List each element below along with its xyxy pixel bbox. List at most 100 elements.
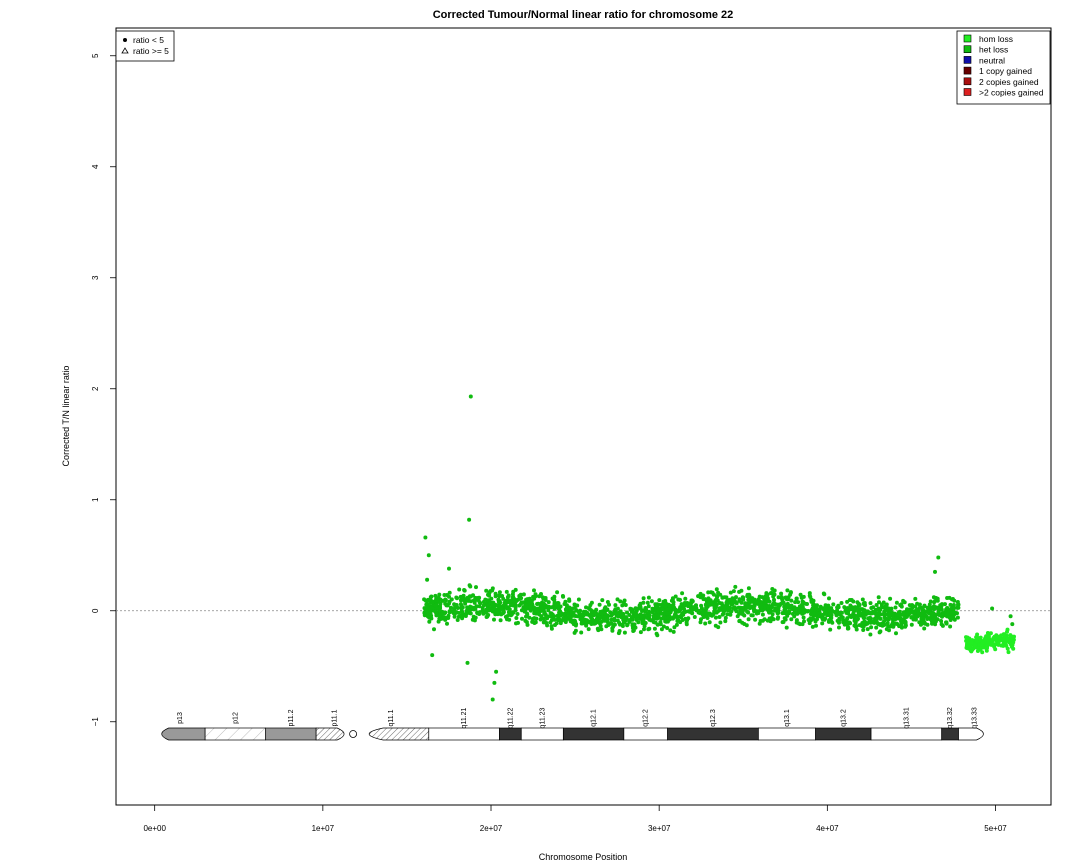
data-point xyxy=(465,608,470,613)
data-point xyxy=(665,611,670,616)
data-point xyxy=(821,591,826,596)
data-point xyxy=(467,611,472,615)
data-point xyxy=(772,592,777,597)
data-point xyxy=(662,615,667,619)
data-point xyxy=(851,599,856,604)
data-point xyxy=(532,596,537,601)
data-point xyxy=(689,606,693,611)
data-point xyxy=(548,620,553,625)
data-point xyxy=(653,608,658,613)
data-point xyxy=(945,606,950,611)
data-point xyxy=(901,598,906,603)
data-point xyxy=(809,617,814,622)
data-point xyxy=(787,609,792,614)
data-point xyxy=(567,597,572,602)
data-point xyxy=(931,595,936,600)
data-point xyxy=(646,604,651,609)
data-point xyxy=(767,616,772,621)
data-point xyxy=(716,590,721,595)
data-point xyxy=(659,611,664,616)
data-point xyxy=(775,616,780,621)
data-point xyxy=(984,634,989,639)
ideogram-band xyxy=(623,727,668,741)
ideogram-band xyxy=(562,727,625,741)
ideogram-band xyxy=(368,727,430,741)
data-point xyxy=(553,623,557,627)
data-point xyxy=(665,615,670,620)
data-point xyxy=(631,629,636,633)
data-point xyxy=(996,634,1000,639)
data-point xyxy=(638,630,643,635)
data-point xyxy=(624,616,629,621)
x-tick-label: 4e+07 xyxy=(816,824,839,833)
data-point xyxy=(839,610,844,615)
data-point xyxy=(883,612,888,617)
data-point xyxy=(513,603,518,608)
data-point xyxy=(718,620,723,625)
data-point xyxy=(668,628,673,633)
data-point xyxy=(776,608,781,613)
data-point xyxy=(673,607,678,612)
data-point xyxy=(737,618,742,623)
data-point xyxy=(997,639,1002,643)
data-point xyxy=(909,622,914,627)
x-tick-label: 2e+07 xyxy=(480,824,503,833)
data-point xyxy=(490,603,495,608)
data-point xyxy=(789,617,794,622)
data-point xyxy=(706,611,711,616)
data-point xyxy=(460,610,465,615)
data-point xyxy=(731,589,736,594)
data-point xyxy=(831,602,836,607)
data-point xyxy=(950,610,955,615)
legend-item-label: hom loss xyxy=(979,34,1013,44)
data-point xyxy=(861,624,866,629)
data-point xyxy=(824,609,829,613)
data-point xyxy=(1002,634,1007,639)
data-point xyxy=(853,624,858,629)
data-point xyxy=(595,626,600,631)
legend-item-label: neutral xyxy=(979,55,1005,65)
y-tick-label: 0 xyxy=(91,608,100,613)
data-point xyxy=(783,595,788,600)
data-point xyxy=(1004,643,1009,648)
data-point xyxy=(465,595,470,600)
data-point xyxy=(614,613,619,618)
x-axis-label: Chromosome Position xyxy=(539,852,628,862)
data-point xyxy=(599,627,604,632)
data-point xyxy=(760,608,765,613)
data-point xyxy=(598,615,603,620)
data-point xyxy=(986,634,991,639)
band-label: q12.1 xyxy=(591,709,598,727)
outlier-point xyxy=(465,660,470,665)
data-point xyxy=(564,617,569,621)
data-point xyxy=(877,610,882,615)
data-point xyxy=(442,593,447,597)
data-point xyxy=(876,595,881,600)
data-point xyxy=(616,631,621,636)
data-point xyxy=(616,610,621,615)
data-point xyxy=(754,611,759,616)
data-point xyxy=(437,592,442,597)
data-point xyxy=(477,600,482,605)
data-point xyxy=(718,607,723,612)
data-point xyxy=(543,596,548,600)
data-point xyxy=(768,591,773,596)
data-point xyxy=(704,602,709,607)
data-point xyxy=(603,615,608,620)
data-point xyxy=(874,625,879,630)
data-point xyxy=(507,610,512,615)
data-point xyxy=(680,591,685,596)
data-point xyxy=(830,609,835,613)
data-point xyxy=(514,598,519,603)
data-point xyxy=(737,598,742,603)
data-point xyxy=(845,610,850,615)
data-point xyxy=(505,595,510,600)
data-point xyxy=(586,606,591,611)
data-point xyxy=(438,604,442,609)
data-point xyxy=(752,597,757,602)
data-point xyxy=(857,610,862,615)
data-point xyxy=(649,618,654,623)
data-point xyxy=(555,613,560,618)
data-point xyxy=(799,595,804,600)
data-point xyxy=(922,626,927,631)
